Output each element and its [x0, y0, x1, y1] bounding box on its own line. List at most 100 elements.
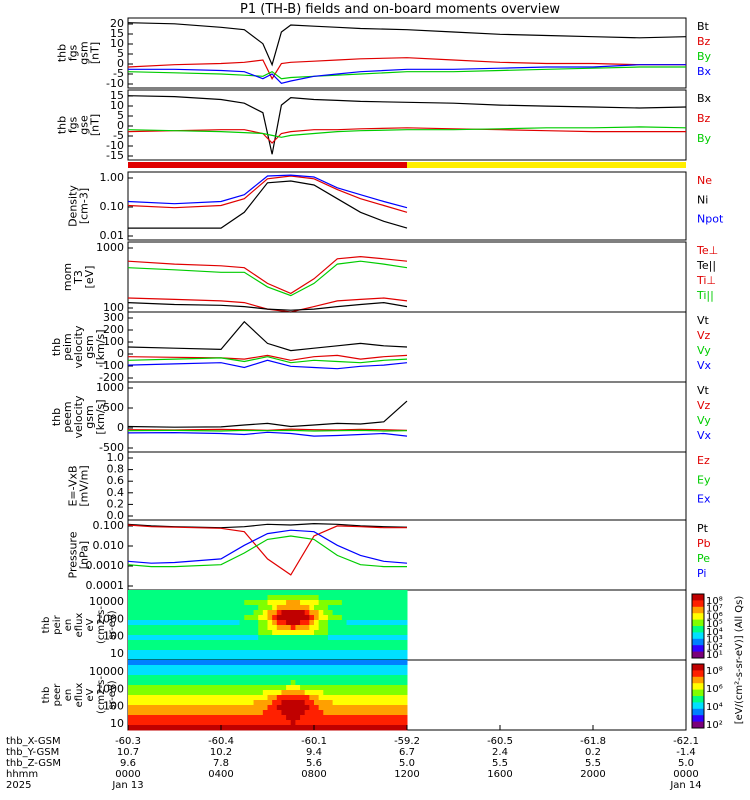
colorbar-frame: [691, 593, 705, 659]
y-axis-label: gsm: [83, 335, 96, 358]
spectrogram-cell: [286, 605, 292, 611]
spectrogram-cell: [230, 600, 236, 606]
spectrogram-cell: [207, 625, 213, 631]
y-axis-label: eflux: [74, 613, 85, 638]
spectrogram-cell: [141, 725, 148, 731]
spectrogram-cell: [128, 605, 134, 611]
spectrogram-cell: [216, 680, 222, 686]
spectrogram-cell: [327, 690, 334, 696]
series-line-vy: [127, 429, 408, 432]
spectrogram-cell: [327, 715, 334, 721]
spectrogram-cell: [253, 610, 259, 616]
spectrogram-cell: [165, 705, 171, 711]
spectrogram-cell: [281, 635, 287, 641]
spectrogram-cell: [146, 620, 152, 626]
spectrogram-cell: [234, 665, 241, 671]
spectrogram-cell: [337, 660, 343, 666]
spectrogram-cell: [351, 700, 357, 706]
spectrogram-cell: [351, 590, 357, 596]
spectrogram-cell: [230, 705, 236, 711]
spectrogram-cell: [341, 685, 348, 691]
spectrogram-cell: [327, 665, 334, 671]
spectrogram-cell: [327, 650, 334, 656]
spectrogram-cell: [341, 710, 348, 716]
spectrogram-cell: [244, 630, 250, 636]
spectrogram-cell: [383, 720, 389, 726]
spectrogram-cell: [272, 645, 278, 651]
spectrogram-cell: [193, 700, 199, 706]
spectrogram-cell: [141, 670, 148, 676]
spectrogram-cell: [402, 600, 408, 606]
spectrogram-cell: [197, 650, 203, 656]
spectrogram-cell: [360, 665, 366, 671]
spectrogram-cell: [365, 630, 371, 636]
spectrogram-cell: [132, 715, 138, 721]
spectrogram-cell: [393, 645, 399, 651]
spectrogram-cell: [276, 675, 282, 681]
spectrogram-cell: [132, 700, 138, 706]
spectrogram-cell: [179, 690, 185, 696]
spectrogram-cell: [327, 620, 334, 626]
spectrogram-cell: [221, 685, 227, 691]
colorbar-cell: [692, 654, 704, 657]
spectrogram-cell: [132, 720, 138, 726]
spectrogram-cell: [290, 700, 296, 706]
spectrogram-cell: [197, 675, 203, 681]
spectrogram-cell: [221, 720, 227, 726]
spectrogram-cell: [234, 685, 241, 691]
spectrogram-cell: [253, 695, 259, 701]
colorbar-cell: [692, 692, 704, 695]
spectrogram-cell: [383, 620, 389, 626]
spectrogram-cell: [216, 645, 222, 651]
spectrogram-cell: [379, 715, 385, 721]
spectrogram-cell: [300, 680, 306, 686]
spectrogram-cell: [188, 690, 194, 696]
spectrogram-cell: [346, 610, 352, 616]
spectrogram-cell: [174, 680, 180, 686]
spectrogram-cell: [197, 600, 203, 606]
spectrogram-cell: [309, 620, 315, 626]
spectrogram-cell: [239, 650, 245, 656]
colorbar-cell: [692, 640, 704, 643]
spectrogram-cell: [304, 600, 310, 606]
spectrogram-cell: [207, 605, 213, 611]
colorbar-cell: [692, 705, 704, 708]
spectrogram-cell: [169, 720, 175, 726]
spectrogram-cell: [239, 635, 245, 641]
spectrogram-cell: [239, 610, 245, 616]
spectrogram-cell: [337, 630, 343, 636]
spectrogram-cell: [174, 720, 180, 726]
spectrogram-cell: [216, 700, 222, 706]
spectrogram-cell: [155, 590, 162, 596]
y-axis-label: eV: [85, 618, 96, 631]
colorbar-tick: 10⁴: [706, 627, 723, 638]
spectrogram-cell: [360, 610, 366, 616]
spectrogram-cell: [258, 600, 264, 606]
spectrogram-cell: [137, 600, 143, 606]
legend-entry: Vt: [697, 384, 710, 397]
spectrogram-cell: [337, 625, 343, 631]
spectrogram-cell: [304, 645, 310, 651]
spectrogram-cell: [253, 680, 259, 686]
x-tick-label: -59.2: [394, 736, 420, 747]
colorbar-cell: [692, 651, 704, 654]
spectrogram-cell: [332, 720, 338, 726]
spectrogram-cell: [132, 630, 138, 636]
series-line-te: [127, 301, 408, 311]
spectrogram-cell: [141, 710, 148, 716]
spectrogram-cell: [183, 655, 189, 661]
spectrogram-cell: [262, 695, 268, 701]
spectrogram-cell: [323, 700, 329, 706]
spectrogram-cell: [272, 640, 278, 646]
spectrogram-cell: [295, 595, 301, 601]
spectrogram-cell: [165, 675, 171, 681]
spectrogram-cell: [211, 655, 217, 661]
spectrogram-cell: [365, 660, 371, 666]
spectrogram-cell: [318, 680, 324, 686]
spectrogram-cell: [355, 630, 361, 636]
spectrogram-cell: [327, 600, 334, 606]
spectrogram-cell: [137, 655, 143, 661]
y-tick-label: 100: [103, 700, 124, 713]
series-line-vz: [127, 428, 408, 432]
